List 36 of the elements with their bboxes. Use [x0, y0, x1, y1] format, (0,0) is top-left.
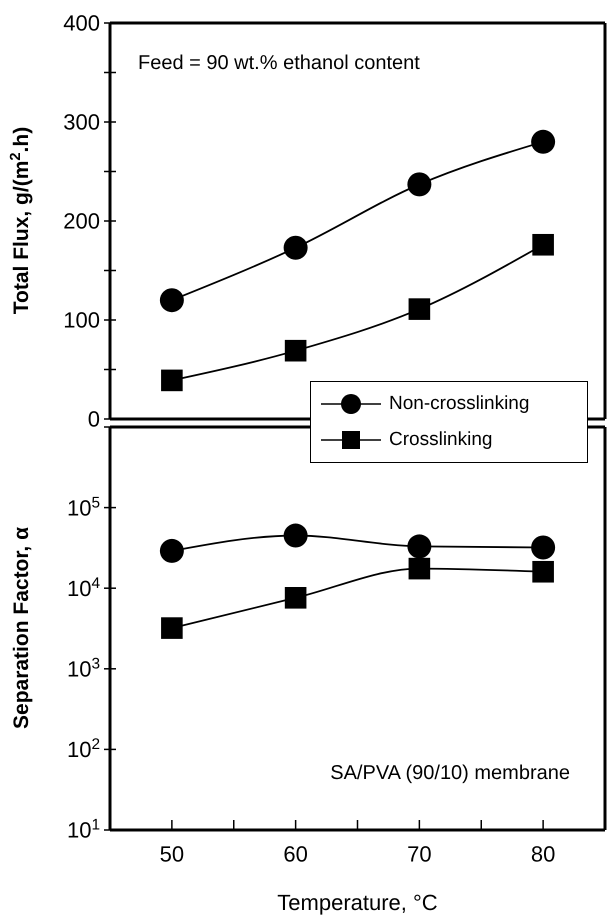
legend-label: Crosslinking: [389, 429, 492, 451]
annotation: Feed = 90 wt.% ethanol content: [138, 52, 420, 75]
point: [284, 236, 308, 260]
x-axis-title: Temperature, °C: [277, 890, 438, 915]
y-tick-label: 400: [63, 10, 100, 36]
point: [284, 340, 306, 362]
y-tick-label: 200: [63, 208, 100, 234]
point: [160, 288, 184, 312]
x-tick-label: 70: [407, 842, 432, 867]
y-axis-title: Separation Factor, α: [10, 526, 33, 729]
point: [531, 535, 556, 560]
y-tick-label: 10$^{5}$: [66, 494, 100, 520]
y-tick-label: 10$^{4}$: [66, 574, 100, 601]
x-tick-label: 60: [283, 842, 308, 867]
y-tick-label: 10$^{2}$: [66, 736, 100, 762]
annotation: SA/PVA (90/10) membrane: [330, 762, 570, 785]
point: [408, 558, 430, 580]
point: [408, 298, 430, 320]
point: [532, 234, 554, 256]
point: [531, 130, 556, 154]
y-tick-label: 0: [88, 406, 100, 432]
point: [407, 172, 432, 196]
y-tick-label: 300: [63, 110, 100, 135]
y-tick-label: 10$^{3}$: [66, 655, 100, 682]
point: [161, 370, 183, 392]
point: [284, 587, 306, 609]
y-tick-label: 10$^{1}$: [66, 816, 100, 843]
x-tick-label: 50: [160, 842, 184, 867]
y-tick-label: 100: [63, 308, 100, 333]
point: [160, 538, 184, 563]
legend-label: Non-crosslinking: [389, 393, 530, 415]
point: [161, 617, 183, 639]
point: [532, 560, 554, 583]
x-tick-label: 80: [530, 842, 556, 867]
point: [407, 534, 432, 558]
point: [284, 524, 308, 548]
